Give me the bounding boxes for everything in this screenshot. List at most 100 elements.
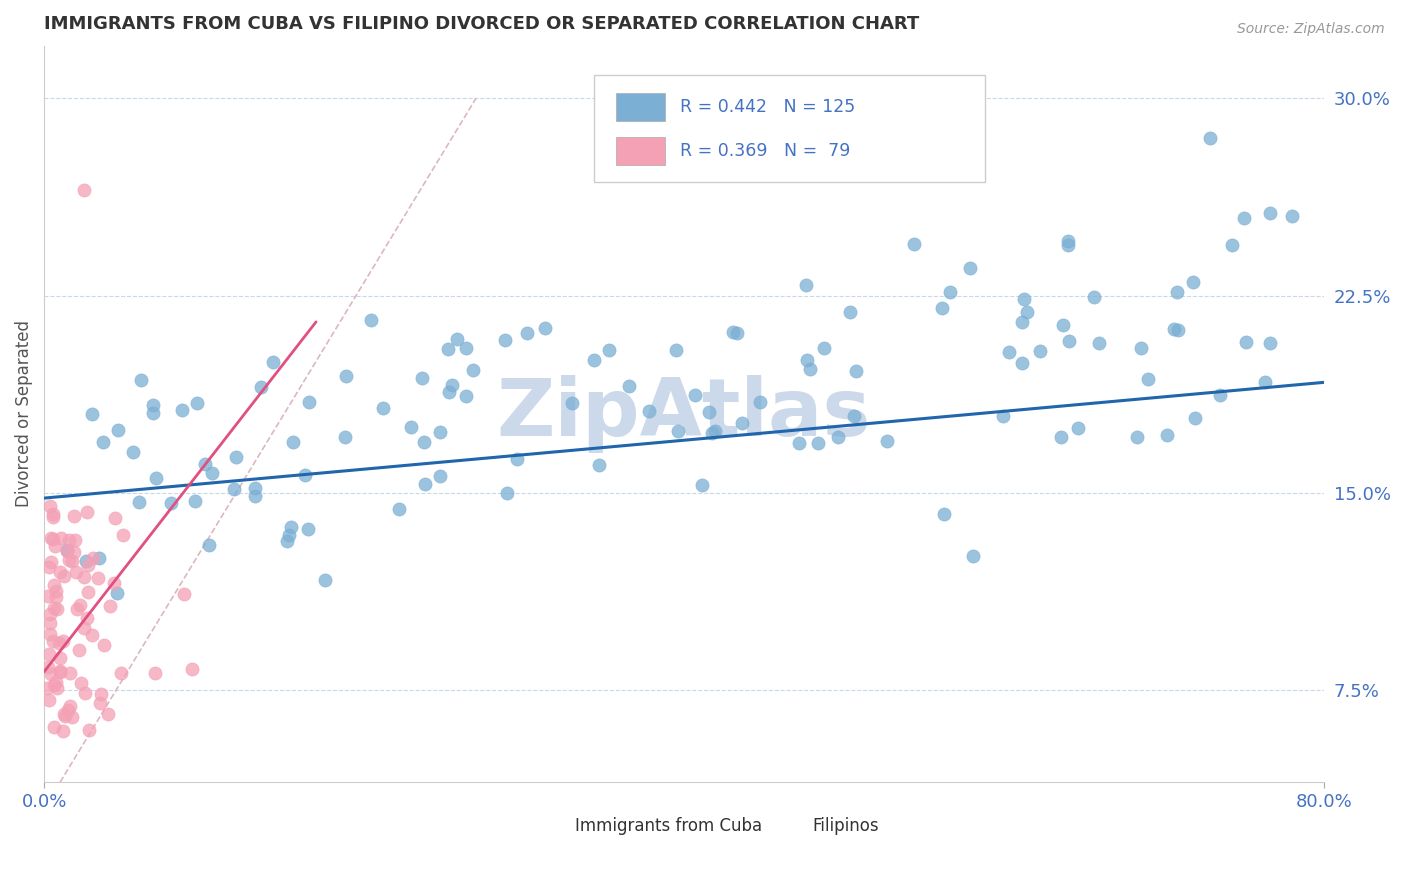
Y-axis label: Divorced or Separated: Divorced or Separated [15, 320, 32, 508]
Point [63, 508, 86, 523]
Point [1156, 428, 1178, 442]
Point [105, 586, 128, 600]
Point [494, 333, 516, 347]
Point [58, 553, 80, 567]
Point [38, 560, 60, 574]
Point [62, 709, 84, 723]
Point [429, 425, 451, 439]
Point [839, 305, 862, 319]
Point [703, 424, 725, 438]
Point [141, 406, 163, 420]
Point [121, 444, 143, 458]
Point [89, 551, 111, 566]
Point [107, 423, 129, 437]
Point [77, 585, 100, 599]
Point [702, 425, 724, 440]
Point [1234, 334, 1257, 349]
Point [73, 686, 96, 700]
Point [42, 600, 65, 615]
Point [73, 570, 96, 584]
Point [39, 607, 62, 621]
Text: Immigrants from Cuba: Immigrants from Cuba [575, 817, 762, 836]
Point [561, 396, 583, 410]
Point [638, 404, 661, 418]
Point [45, 591, 67, 605]
Point [1057, 334, 1080, 348]
Point [76, 558, 98, 572]
Point [52, 723, 75, 738]
Point [683, 388, 706, 402]
Point [69, 643, 91, 657]
Point [506, 452, 529, 467]
Point [186, 395, 208, 409]
Text: ZipAtlas: ZipAtlas [496, 375, 872, 453]
Point [1258, 335, 1281, 350]
Point [1057, 237, 1080, 252]
Point [1233, 211, 1256, 225]
Point [42, 678, 65, 692]
Point [619, 379, 641, 393]
Point [1011, 315, 1033, 329]
Point [1088, 336, 1111, 351]
Point [63, 544, 86, 558]
Point [91, 434, 114, 449]
Point [588, 458, 610, 472]
Point [42, 532, 65, 546]
Point [799, 362, 821, 376]
Point [65, 565, 87, 579]
FancyBboxPatch shape [755, 814, 803, 839]
Point [243, 481, 266, 495]
Point [79, 723, 101, 737]
Point [110, 666, 132, 681]
Point [454, 341, 477, 355]
Point [53, 706, 76, 721]
Point [159, 496, 181, 510]
Point [666, 424, 689, 438]
Point [53, 709, 76, 723]
Point [56, 543, 79, 558]
Point [844, 409, 866, 423]
Point [429, 468, 451, 483]
Point [939, 285, 962, 299]
Text: R = 0.442   N = 125: R = 0.442 N = 125 [681, 98, 855, 116]
Text: Source: ZipAtlas.com: Source: ZipAtlas.com [1237, 22, 1385, 37]
Point [294, 467, 316, 482]
Point [1222, 238, 1244, 252]
Point [335, 368, 357, 383]
Point [145, 471, 167, 485]
Point [250, 380, 273, 394]
Point [582, 352, 605, 367]
Point [70, 676, 93, 690]
Point [80, 628, 103, 642]
FancyBboxPatch shape [616, 93, 665, 120]
Point [184, 494, 207, 508]
Point [76, 610, 98, 624]
Point [794, 277, 817, 292]
Point [1017, 304, 1039, 318]
Point [731, 417, 754, 431]
Point [721, 325, 744, 339]
Point [170, 402, 193, 417]
Point [112, 528, 135, 542]
Point [789, 436, 811, 450]
FancyBboxPatch shape [505, 814, 554, 839]
Point [58, 533, 80, 548]
Point [1209, 387, 1232, 401]
Point [66, 601, 89, 615]
Point [69, 599, 91, 613]
Point [38, 693, 60, 707]
Point [37, 590, 59, 604]
Point [87, 571, 110, 585]
Point [1181, 275, 1204, 289]
Point [49, 665, 72, 679]
Point [903, 236, 925, 251]
Point [827, 430, 849, 444]
Point [49, 651, 72, 665]
Point [314, 573, 336, 587]
Point [1199, 131, 1222, 145]
Point [959, 153, 981, 167]
Point [42, 508, 65, 522]
Point [142, 398, 165, 412]
Point [128, 494, 150, 508]
Point [413, 477, 436, 491]
